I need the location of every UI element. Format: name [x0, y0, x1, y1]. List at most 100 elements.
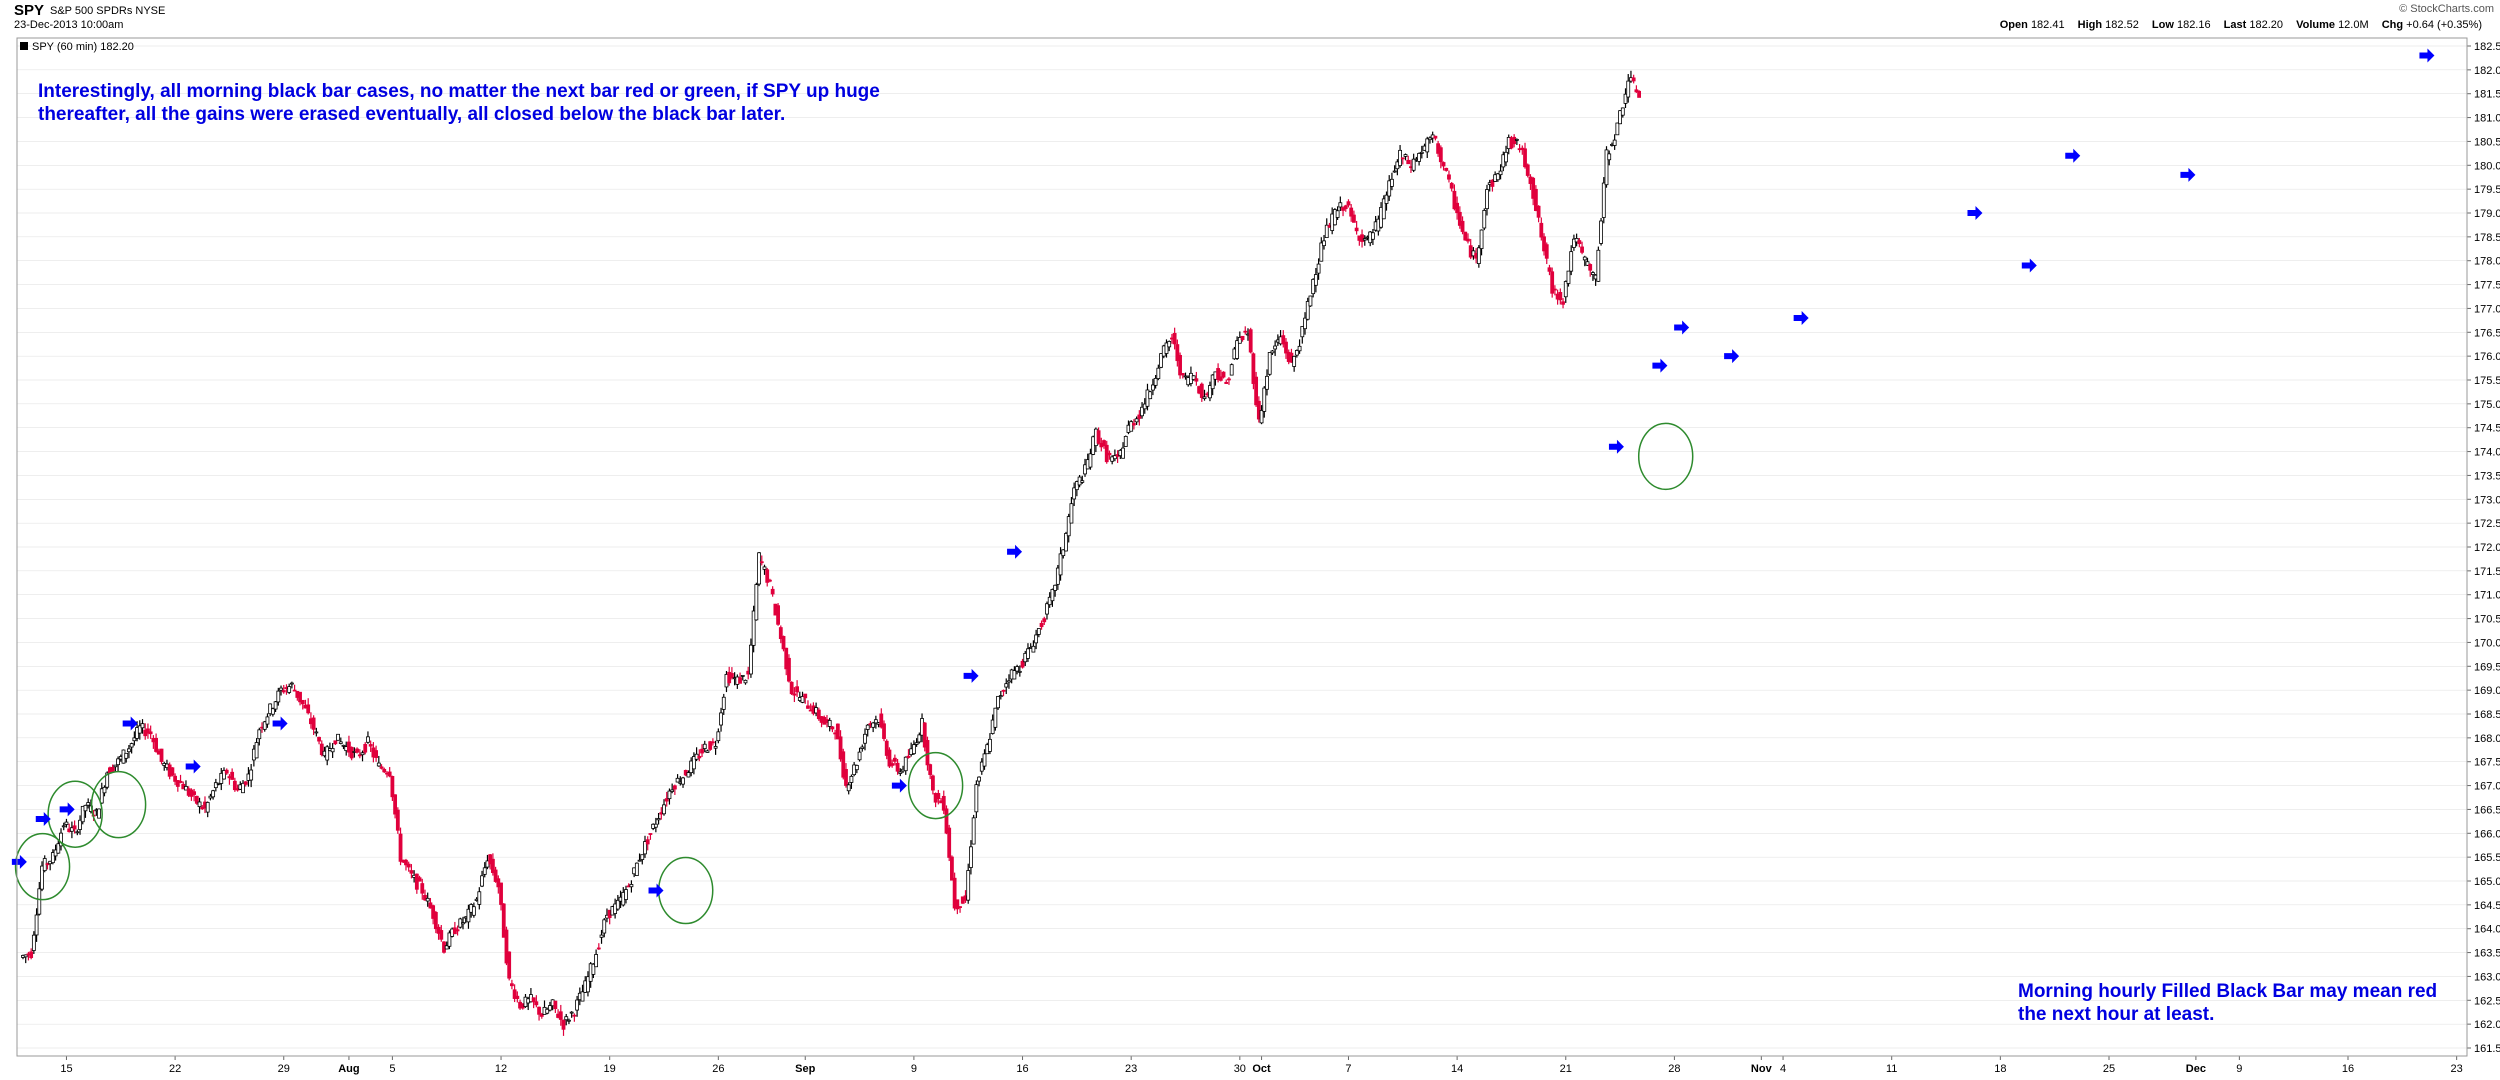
price-bar-body [357, 754, 362, 757]
price-bar-body [1447, 174, 1451, 180]
price-bar-body [564, 1016, 569, 1021]
price-bar-body [1417, 153, 1421, 162]
price-bar-body [1585, 261, 1590, 266]
price-bar-body [501, 903, 506, 938]
symbol-label: SPY [14, 2, 45, 19]
price-bar-body [1069, 503, 1074, 524]
marker-arrow-icon [122, 716, 138, 731]
low-label: Low [2151, 19, 2174, 31]
price-bar-body [895, 762, 900, 772]
price-bar-body [906, 755, 911, 758]
legend-swatch [20, 42, 28, 50]
price-bar-body [127, 748, 131, 753]
price-bar-body [64, 821, 69, 825]
price-bar-body [770, 588, 775, 595]
price-bar-body [1362, 238, 1367, 241]
price-bar-body [890, 763, 895, 766]
price-bar-body [311, 717, 316, 730]
marker-arrow-icon [2065, 148, 2081, 163]
y-tick-label: 171.0 [2474, 590, 2500, 602]
price-bar-body [1618, 110, 1622, 125]
price-bar-body [1164, 342, 1169, 354]
price-bar-body [955, 899, 960, 910]
price-bar-body [873, 719, 878, 724]
price-bar-body [672, 785, 677, 790]
price-bar-body [1634, 89, 1639, 93]
marker-arrow-icon [2180, 167, 2196, 182]
price-bar-body [1612, 139, 1617, 146]
price-bar-body [504, 929, 509, 964]
price-bar-body [154, 737, 158, 752]
price-bar-body [806, 705, 810, 709]
x-tick-label: 7 [1345, 1063, 1351, 1075]
price-bar-body [1311, 279, 1316, 295]
price-bar-body [1153, 378, 1158, 386]
price-bar-body [406, 863, 411, 868]
price-bar-body [754, 584, 759, 621]
price-bar-body [838, 736, 843, 760]
price-bar-body [116, 758, 120, 766]
price-bar-body [1026, 648, 1030, 659]
x-tick-label: 23 [2451, 1063, 2463, 1075]
price-bar-body [1254, 376, 1259, 406]
price-bar-body [29, 951, 34, 959]
price-bar-body [545, 1008, 550, 1014]
x-tick-label: 16 [1016, 1063, 1028, 1075]
price-bar-body [1411, 158, 1416, 171]
price-bar-body [1137, 414, 1142, 419]
volume-label: Volume [2296, 19, 2335, 31]
x-tick-label: 22 [169, 1063, 181, 1075]
price-bar-body [1251, 353, 1256, 384]
price-bar-body [1626, 80, 1631, 98]
annotation-bottom-right: Morning hourly Filled Black Bar may mean… [2018, 981, 2438, 1025]
price-bar-body [490, 858, 495, 874]
price-bar-body [1229, 364, 1234, 376]
price-bar-body [1031, 645, 1036, 653]
price-bar-body [1284, 341, 1288, 354]
y-tick-label: 175.0 [2474, 399, 2500, 411]
price-bar-body [749, 644, 753, 675]
price-bar-body [1371, 232, 1375, 240]
price-bar-body [1438, 147, 1443, 163]
exchange-text: NYSE [135, 5, 166, 17]
price-bar-body [1061, 549, 1066, 557]
price-bar-body [1004, 683, 1009, 688]
price-bar-body [944, 808, 949, 834]
price-bar-body [1210, 374, 1215, 390]
price-bar-body [879, 713, 884, 728]
y-tick-label: 178.5 [2474, 232, 2500, 244]
price-bar-body [56, 843, 61, 854]
price-bar-body [409, 870, 414, 874]
price-bar-body [1064, 533, 1068, 552]
x-tick-label: Sep [795, 1063, 815, 1075]
price-bar-body [1208, 385, 1212, 399]
low-value: 182.16 [2176, 19, 2211, 31]
marker-arrow-icon [891, 778, 907, 793]
price-bar-body [1574, 238, 1579, 243]
price-bar-body [548, 1005, 552, 1011]
price-bar-body [1123, 436, 1128, 447]
price-bar-body [567, 1019, 571, 1022]
y-tick-label: 171.5 [2474, 566, 2500, 578]
price-bar-body [762, 566, 767, 570]
price-bar-body [265, 716, 270, 725]
marker-arrow-icon [1652, 358, 1668, 373]
price-bar-body [1267, 352, 1272, 375]
price-bar-body [363, 744, 368, 753]
price-bar-body [911, 744, 916, 755]
price-bar-body [1221, 371, 1226, 378]
x-tick-label: 30 [1234, 1063, 1246, 1075]
price-bar-body [645, 839, 650, 845]
price-bar-body [1457, 211, 1462, 226]
price-bar-body [493, 869, 498, 882]
price-bar-body [140, 723, 145, 729]
chart-legend: SPY (60 min) 182.20 [20, 41, 134, 53]
price-bar-body [1539, 222, 1544, 238]
price-bar-body [958, 906, 962, 908]
price-bar-body [1601, 182, 1606, 218]
y-tick-label: 181.5 [2474, 89, 2500, 101]
price-bar-body [1569, 251, 1574, 272]
price-bar-body [170, 767, 175, 776]
price-bar-body [1216, 368, 1220, 380]
price-bar-body [1544, 244, 1549, 259]
